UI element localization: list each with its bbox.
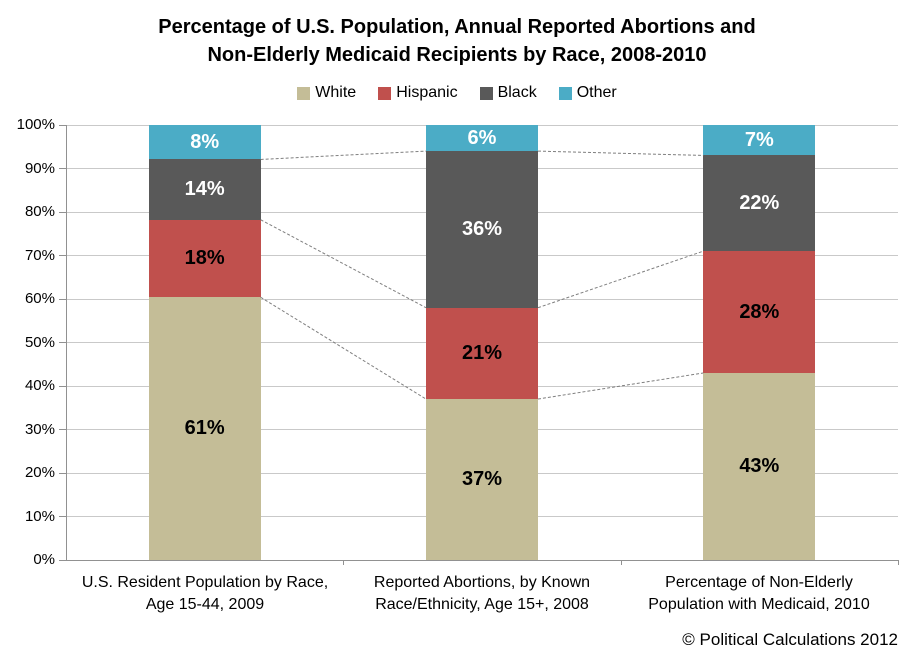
bar-segment-white: 37%	[426, 399, 538, 560]
legend-swatch-black	[479, 86, 493, 100]
x-axis-category-label-2: Reported Abortions, by Known Race/Ethnic…	[373, 574, 591, 613]
y-axis-tick	[59, 168, 66, 169]
bar-segment-white: 43%	[703, 372, 816, 560]
y-axis-tick-label: 100%	[16, 116, 55, 133]
bar-segment-value-label: 21%	[461, 341, 503, 364]
legend-item-black: Black	[479, 84, 537, 102]
bar-segment-value-label: 28%	[739, 300, 780, 323]
bar-segment-value-label: 14%	[184, 178, 225, 201]
y-axis-tick-label: 0%	[33, 551, 55, 568]
y-axis-tick-label: 80%	[24, 203, 55, 220]
y-axis-tick	[59, 559, 66, 561]
y-axis-tick-label: 50%	[24, 333, 55, 351]
bar-segment-hispanic: 28%	[703, 251, 816, 373]
copyright-credit: © Political Calculations 2012	[682, 630, 898, 649]
y-axis-tick-label: 30%	[24, 420, 55, 438]
bar-segment-other: 8%	[148, 125, 261, 160]
bar-segment-value-label: 18%	[184, 247, 225, 269]
chart-title-line-2: Non-Elderly Medicaid Recipients by Race,…	[207, 44, 707, 66]
bar-segment-other: 7%	[703, 125, 816, 156]
x-axis-category-label-3: Percentage of Non-Elderly Population wit…	[648, 574, 870, 613]
legend-swatch-hispanic	[378, 86, 392, 100]
legend-label-white: White	[315, 84, 357, 101]
series-connector-line	[537, 150, 704, 156]
bar-segment-black: 14%	[148, 159, 261, 220]
y-axis-tick-label: 70%	[24, 246, 55, 264]
legend-item-white: White	[297, 84, 356, 102]
chart-title-line-1: Percentage of U.S. Population, Annual Re…	[158, 16, 756, 38]
y-axis-tick	[59, 255, 66, 256]
legend: White Hispanic Black Other	[0, 84, 914, 102]
bar-segment-value-label: 36%	[461, 217, 503, 240]
y-axis-tick-label: 20%	[24, 464, 55, 481]
series-connector-line	[260, 150, 427, 160]
legend-label-hispanic: Hispanic	[396, 84, 458, 101]
y-axis-line	[66, 125, 67, 560]
y-axis-tick	[59, 429, 66, 430]
bar-segment-value-label: 7%	[744, 128, 774, 151]
x-axis-category-label-1: U.S. Resident Population by Race, Age 15…	[81, 574, 329, 613]
legend-swatch-white	[297, 86, 311, 100]
legend-item-hispanic: Hispanic	[378, 84, 458, 102]
bar-segment-black: 36%	[426, 151, 538, 308]
y-axis-tick	[59, 385, 66, 387]
y-axis-tick-label: 40%	[24, 377, 55, 394]
bar-segment-white: 61%	[148, 297, 261, 560]
bar-segment-value-label: 61%	[184, 417, 225, 440]
series-connector-line	[260, 219, 427, 309]
legend-label-black: Black	[497, 84, 537, 101]
y-axis-tick	[59, 342, 66, 343]
y-axis-tick	[59, 472, 66, 474]
legend-label-other: Other	[576, 84, 617, 101]
x-axis-line	[66, 560, 898, 561]
bar-segment-hispanic: 21%	[426, 307, 538, 400]
bar-segment-hispanic: 18%	[148, 219, 261, 298]
legend-item-other: Other	[558, 84, 617, 102]
legend-swatch-other	[558, 86, 572, 100]
bar-segment-other: 6%	[426, 125, 538, 152]
x-axis-tick	[898, 560, 899, 565]
bar-segment-black: 22%	[703, 155, 816, 252]
y-axis-tick-label: 90%	[24, 159, 55, 177]
x-axis-tick	[620, 560, 622, 565]
y-axis-tick	[59, 298, 66, 300]
y-axis-tick	[59, 124, 66, 126]
bar-segment-value-label: 22%	[739, 191, 780, 214]
bar-segment-value-label: 37%	[461, 468, 503, 491]
y-axis-tick-label: 60%	[24, 290, 55, 307]
y-axis-tick	[59, 211, 66, 213]
bar-segment-value-label: 8%	[190, 130, 220, 153]
chart-title: Percentage of U.S. Population, Annual Re…	[0, 13, 914, 69]
series-connector-line	[260, 296, 427, 400]
x-axis-tick	[343, 560, 345, 565]
y-axis-tick	[59, 516, 66, 517]
bar-segment-value-label: 43%	[739, 454, 780, 477]
bar-segment-value-label: 6%	[467, 126, 497, 149]
y-axis-tick-label: 10%	[24, 507, 55, 525]
